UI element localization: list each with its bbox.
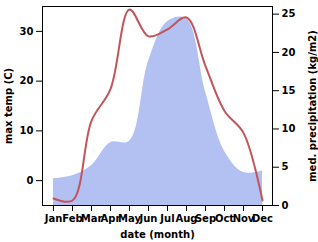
- svg-text:15: 15: [282, 85, 296, 96]
- svg-text:0: 0: [27, 175, 34, 186]
- svg-text:25: 25: [282, 8, 296, 19]
- svg-text:Jun: Jun: [139, 213, 158, 224]
- svg-text:Apr: Apr: [100, 212, 121, 224]
- svg-text:10: 10: [282, 123, 296, 134]
- svg-text:Sep: Sep: [195, 213, 216, 224]
- svg-text:Aug: Aug: [175, 212, 198, 224]
- svg-text:20: 20: [20, 75, 34, 86]
- svg-text:20: 20: [282, 47, 296, 58]
- svg-text:Nov: Nov: [232, 212, 255, 224]
- svg-text:10: 10: [20, 125, 34, 136]
- svg-text:May: May: [118, 213, 141, 224]
- svg-text:30: 30: [20, 26, 34, 37]
- svg-text:Mar: Mar: [81, 213, 103, 224]
- svg-text:Jan: Jan: [44, 213, 63, 224]
- svg-text:0: 0: [282, 200, 289, 211]
- svg-text:Jul: Jul: [159, 213, 174, 224]
- svg-text:max temp (C): max temp (C): [3, 68, 14, 144]
- svg-text:Dec: Dec: [252, 213, 273, 224]
- svg-text:date (month): date (month): [120, 229, 194, 240]
- svg-text:5: 5: [282, 161, 289, 172]
- svg-text:Feb: Feb: [62, 213, 82, 224]
- svg-text:med. precipitation (kg/m2): med. precipitation (kg/m2): [307, 30, 318, 182]
- svg-text:Oct: Oct: [215, 213, 234, 224]
